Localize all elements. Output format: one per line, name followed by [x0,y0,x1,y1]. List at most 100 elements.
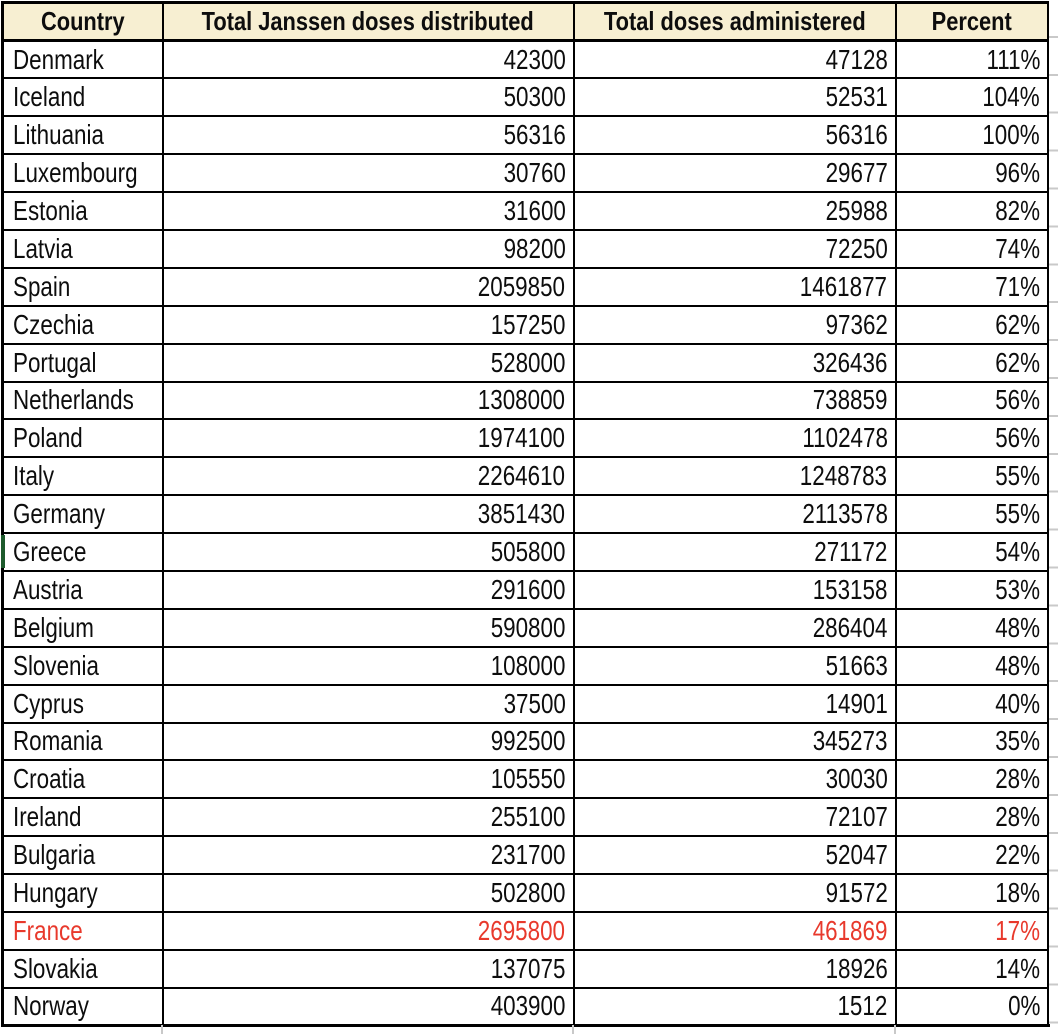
cell-country[interactable]: Greece [1,532,164,572]
column-header-distributed[interactable]: Total Janssen doses distributed [161,1,575,42]
column-header-administered[interactable]: Total doses administered [572,1,897,42]
cell-country[interactable]: Luxembourg [1,153,164,194]
cell-country[interactable]: Austria [1,569,164,610]
cell-distributed[interactable]: 50300 [161,77,575,118]
cell-country[interactable]: Iceland [1,77,164,118]
cell-percent[interactable]: 111% [894,39,1050,80]
cell-administered[interactable]: 271172 [572,532,897,572]
cell-distributed[interactable]: 137075 [161,948,575,989]
cell-distributed[interactable]: 291600 [161,569,575,610]
cell-percent[interactable]: 14% [894,948,1050,989]
cell-distributed[interactable]: 231700 [161,835,575,876]
cell-distributed[interactable]: 1974100 [161,418,575,459]
cell-percent[interactable]: 28% [894,759,1050,800]
cell-administered[interactable]: 1248783 [572,456,897,497]
cell-distributed[interactable]: 1308000 [161,380,575,421]
cell-distributed[interactable]: 992500 [161,721,575,762]
cell-administered[interactable]: 52531 [572,77,897,118]
cell-country[interactable]: Italy [1,456,164,497]
cell-percent[interactable]: 22% [894,835,1050,876]
cell-distributed[interactable]: 2059850 [161,266,575,307]
cell-administered[interactable]: 29677 [572,153,897,194]
cell-distributed[interactable]: 255100 [161,797,575,838]
cell-percent[interactable]: 100% [894,115,1050,156]
cell-country[interactable]: Slovenia [1,645,164,686]
cell-administered[interactable]: 91572 [572,873,897,913]
cell-distributed[interactable]: 505800 [161,532,575,572]
cell-administered[interactable]: 56316 [572,115,897,156]
cell-administered[interactable]: 461869 [572,910,897,951]
cell-percent[interactable]: 35% [894,721,1050,762]
cell-administered[interactable]: 2113578 [572,494,897,535]
cell-country[interactable]: Cyprus [1,683,164,724]
cell-administered[interactable]: 25988 [572,191,897,231]
cell-percent[interactable]: 82% [894,191,1050,231]
cell-country[interactable]: Ireland [1,797,164,838]
cell-distributed[interactable]: 105550 [161,759,575,800]
cell-country[interactable]: Netherlands [1,380,164,421]
cell-distributed[interactable]: 528000 [161,342,575,383]
cell-distributed[interactable]: 590800 [161,607,575,648]
cell-administered[interactable]: 51663 [572,645,897,686]
cell-country[interactable]: Portugal [1,342,164,383]
cell-distributed[interactable]: 37500 [161,683,575,724]
cell-percent[interactable]: 56% [894,380,1050,421]
cell-percent[interactable]: 48% [894,645,1050,686]
cell-country[interactable]: Belgium [1,607,164,648]
cell-administered[interactable]: 30030 [572,759,897,800]
cell-percent[interactable]: 74% [894,228,1050,269]
cell-administered[interactable]: 1512 [572,986,897,1027]
cell-distributed[interactable]: 2264610 [161,456,575,497]
cell-country[interactable]: Latvia [1,228,164,269]
cell-percent[interactable]: 17% [894,910,1050,951]
cell-administered[interactable]: 97362 [572,304,897,345]
cell-administered[interactable]: 1102478 [572,418,897,459]
cell-percent[interactable]: 48% [894,607,1050,648]
cell-administered[interactable]: 738859 [572,380,897,421]
cell-percent[interactable]: 0% [894,986,1050,1027]
cell-administered[interactable]: 345273 [572,721,897,762]
cell-administered[interactable]: 52047 [572,835,897,876]
cell-percent[interactable]: 53% [894,569,1050,610]
cell-administered[interactable]: 72107 [572,797,897,838]
cell-country[interactable]: Romania [1,721,164,762]
cell-distributed[interactable]: 108000 [161,645,575,686]
cell-administered[interactable]: 286404 [572,607,897,648]
cell-country[interactable]: Poland [1,418,164,459]
cell-distributed[interactable]: 157250 [161,304,575,345]
cell-distributed[interactable]: 30760 [161,153,575,194]
cell-distributed[interactable]: 502800 [161,873,575,913]
cell-country[interactable]: Czechia [1,304,164,345]
cell-country[interactable]: Denmark [1,39,164,80]
cell-percent[interactable]: 18% [894,873,1050,913]
cell-distributed[interactable]: 42300 [161,39,575,80]
cell-percent[interactable]: 56% [894,418,1050,459]
cell-country[interactable]: France [1,910,164,951]
cell-country[interactable]: Spain [1,266,164,307]
cell-administered[interactable]: 14901 [572,683,897,724]
cell-percent[interactable]: 104% [894,77,1050,118]
cell-country[interactable]: Bulgaria [1,835,164,876]
cell-country[interactable]: Croatia [1,759,164,800]
cell-administered[interactable]: 153158 [572,569,897,610]
cell-country[interactable]: Slovakia [1,948,164,989]
cell-percent[interactable]: 62% [894,342,1050,383]
cell-administered[interactable]: 1461877 [572,266,897,307]
cell-percent[interactable]: 62% [894,304,1050,345]
cell-percent[interactable]: 55% [894,456,1050,497]
cell-administered[interactable]: 326436 [572,342,897,383]
cell-percent[interactable]: 40% [894,683,1050,724]
cell-distributed[interactable]: 2695800 [161,910,575,951]
cell-administered[interactable]: 72250 [572,228,897,269]
cell-country[interactable]: Hungary [1,873,164,913]
cell-distributed[interactable]: 31600 [161,191,575,231]
column-header-percent[interactable]: Percent [894,1,1050,42]
cell-percent[interactable]: 71% [894,266,1050,307]
cell-distributed[interactable]: 98200 [161,228,575,269]
cell-distributed[interactable]: 403900 [161,986,575,1027]
cell-percent[interactable]: 54% [894,532,1050,572]
cell-country[interactable]: Estonia [1,191,164,231]
cell-administered[interactable]: 47128 [572,39,897,80]
cell-percent[interactable]: 96% [894,153,1050,194]
cell-distributed[interactable]: 3851430 [161,494,575,535]
